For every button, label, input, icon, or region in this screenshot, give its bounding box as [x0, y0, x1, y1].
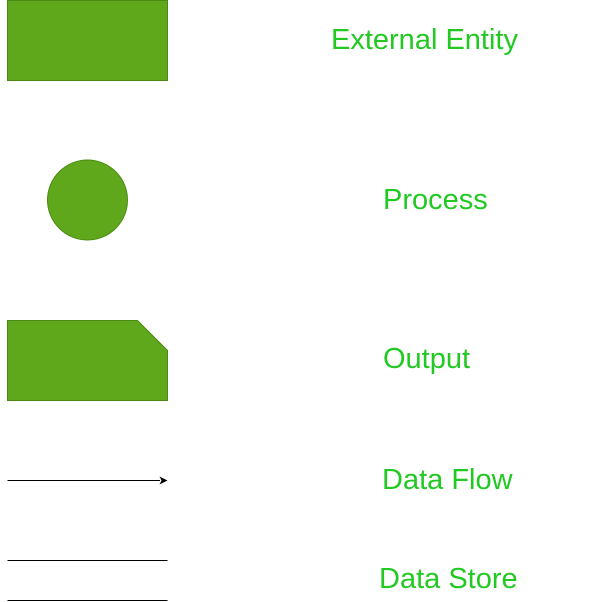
- data-store-symbol: [7, 560, 168, 601]
- legend-row-external-entity: External Entity: [0, 0, 598, 82]
- output-symbol: [7, 320, 168, 401]
- process-label: Process: [383, 184, 488, 216]
- legend-row-data-store: Data Store: [0, 552, 598, 602]
- legend-row-data-flow: Data Flow: [0, 462, 598, 498]
- external-entity-label: External Entity: [331, 24, 518, 56]
- legend-row-process: Process: [0, 158, 598, 242]
- output-label: Output: [383, 343, 471, 375]
- data-store-label: Data Store: [379, 563, 518, 595]
- data-flow-label: Data Flow: [382, 464, 513, 496]
- external-entity-symbol: [7, 0, 168, 81]
- process-symbol: [47, 159, 128, 241]
- legend-row-output: Output: [0, 319, 598, 401]
- data-flow-arrow-symbol: [7, 476, 168, 485]
